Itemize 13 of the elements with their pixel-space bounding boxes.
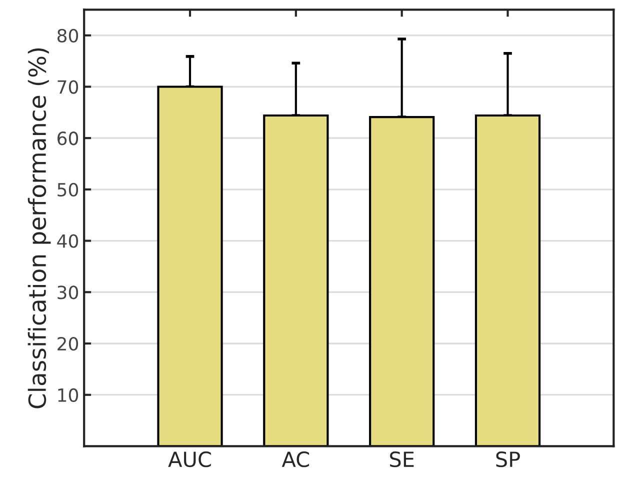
y-axis-title: Classification performance (%) bbox=[28, 48, 51, 408]
x-tick-label: SE bbox=[390, 451, 414, 468]
x-tick-label: AUC bbox=[168, 451, 211, 468]
y-tick-label: 10 bbox=[58, 388, 78, 402]
x-tick-label: AC bbox=[282, 451, 310, 468]
y-tick-label: 30 bbox=[58, 286, 78, 300]
y-tick-label: 50 bbox=[58, 182, 78, 197]
y-tick-label: 70 bbox=[58, 80, 78, 94]
y-tick-label: 40 bbox=[57, 234, 78, 248]
y-tick-label: 80 bbox=[57, 28, 78, 42]
x-tick-label: SP bbox=[496, 451, 520, 468]
y-tick-label: 20 bbox=[58, 336, 78, 351]
y-tick-label: 60 bbox=[58, 132, 78, 146]
